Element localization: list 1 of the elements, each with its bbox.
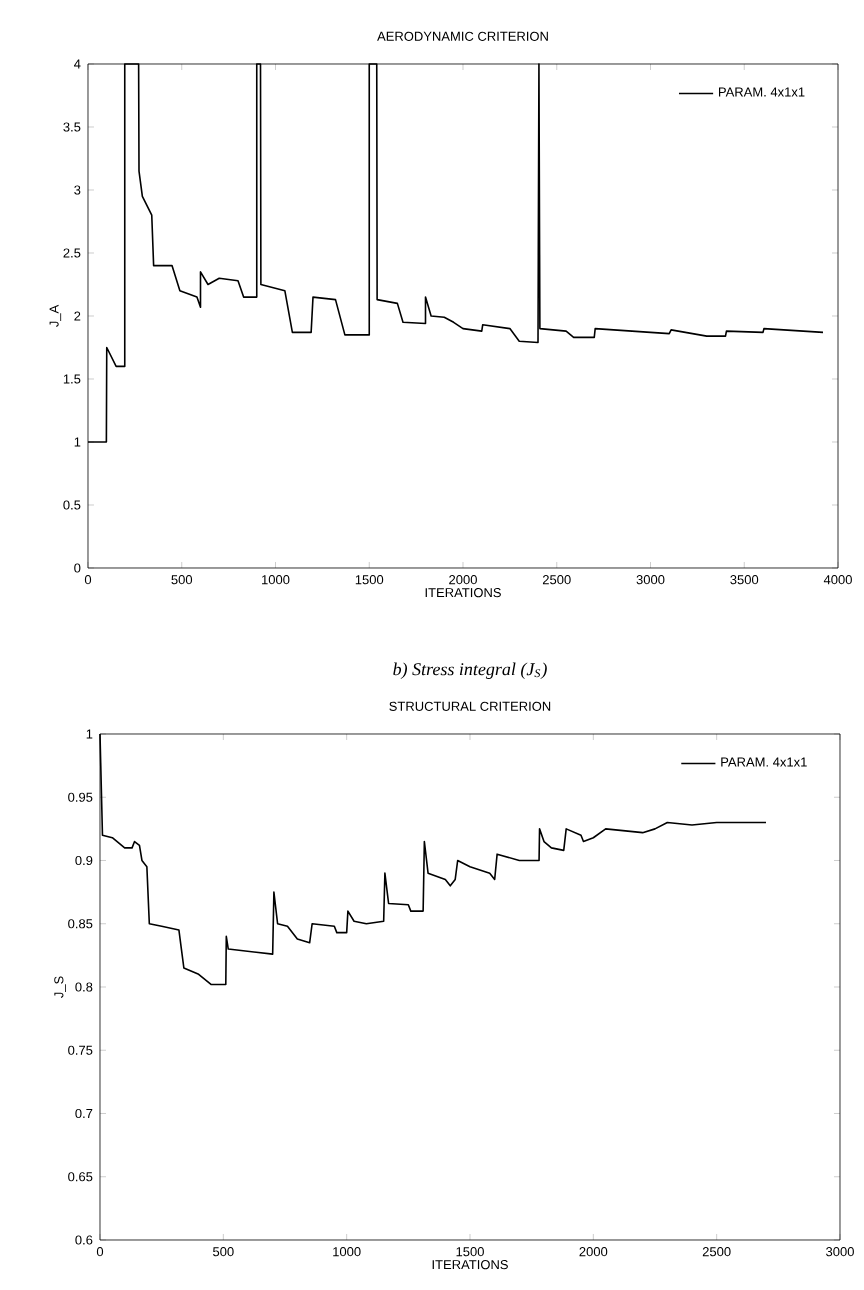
text: b) Stress integral (J$_{S}$)	[393, 662, 547, 679]
